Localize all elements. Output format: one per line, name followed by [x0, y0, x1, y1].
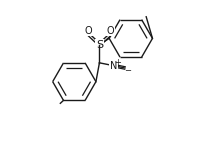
Text: N: N	[110, 61, 117, 71]
Text: S: S	[96, 40, 103, 50]
Text: −: −	[124, 66, 131, 75]
Text: +: +	[114, 58, 121, 67]
Text: O: O	[107, 26, 114, 36]
Text: O: O	[84, 26, 92, 36]
